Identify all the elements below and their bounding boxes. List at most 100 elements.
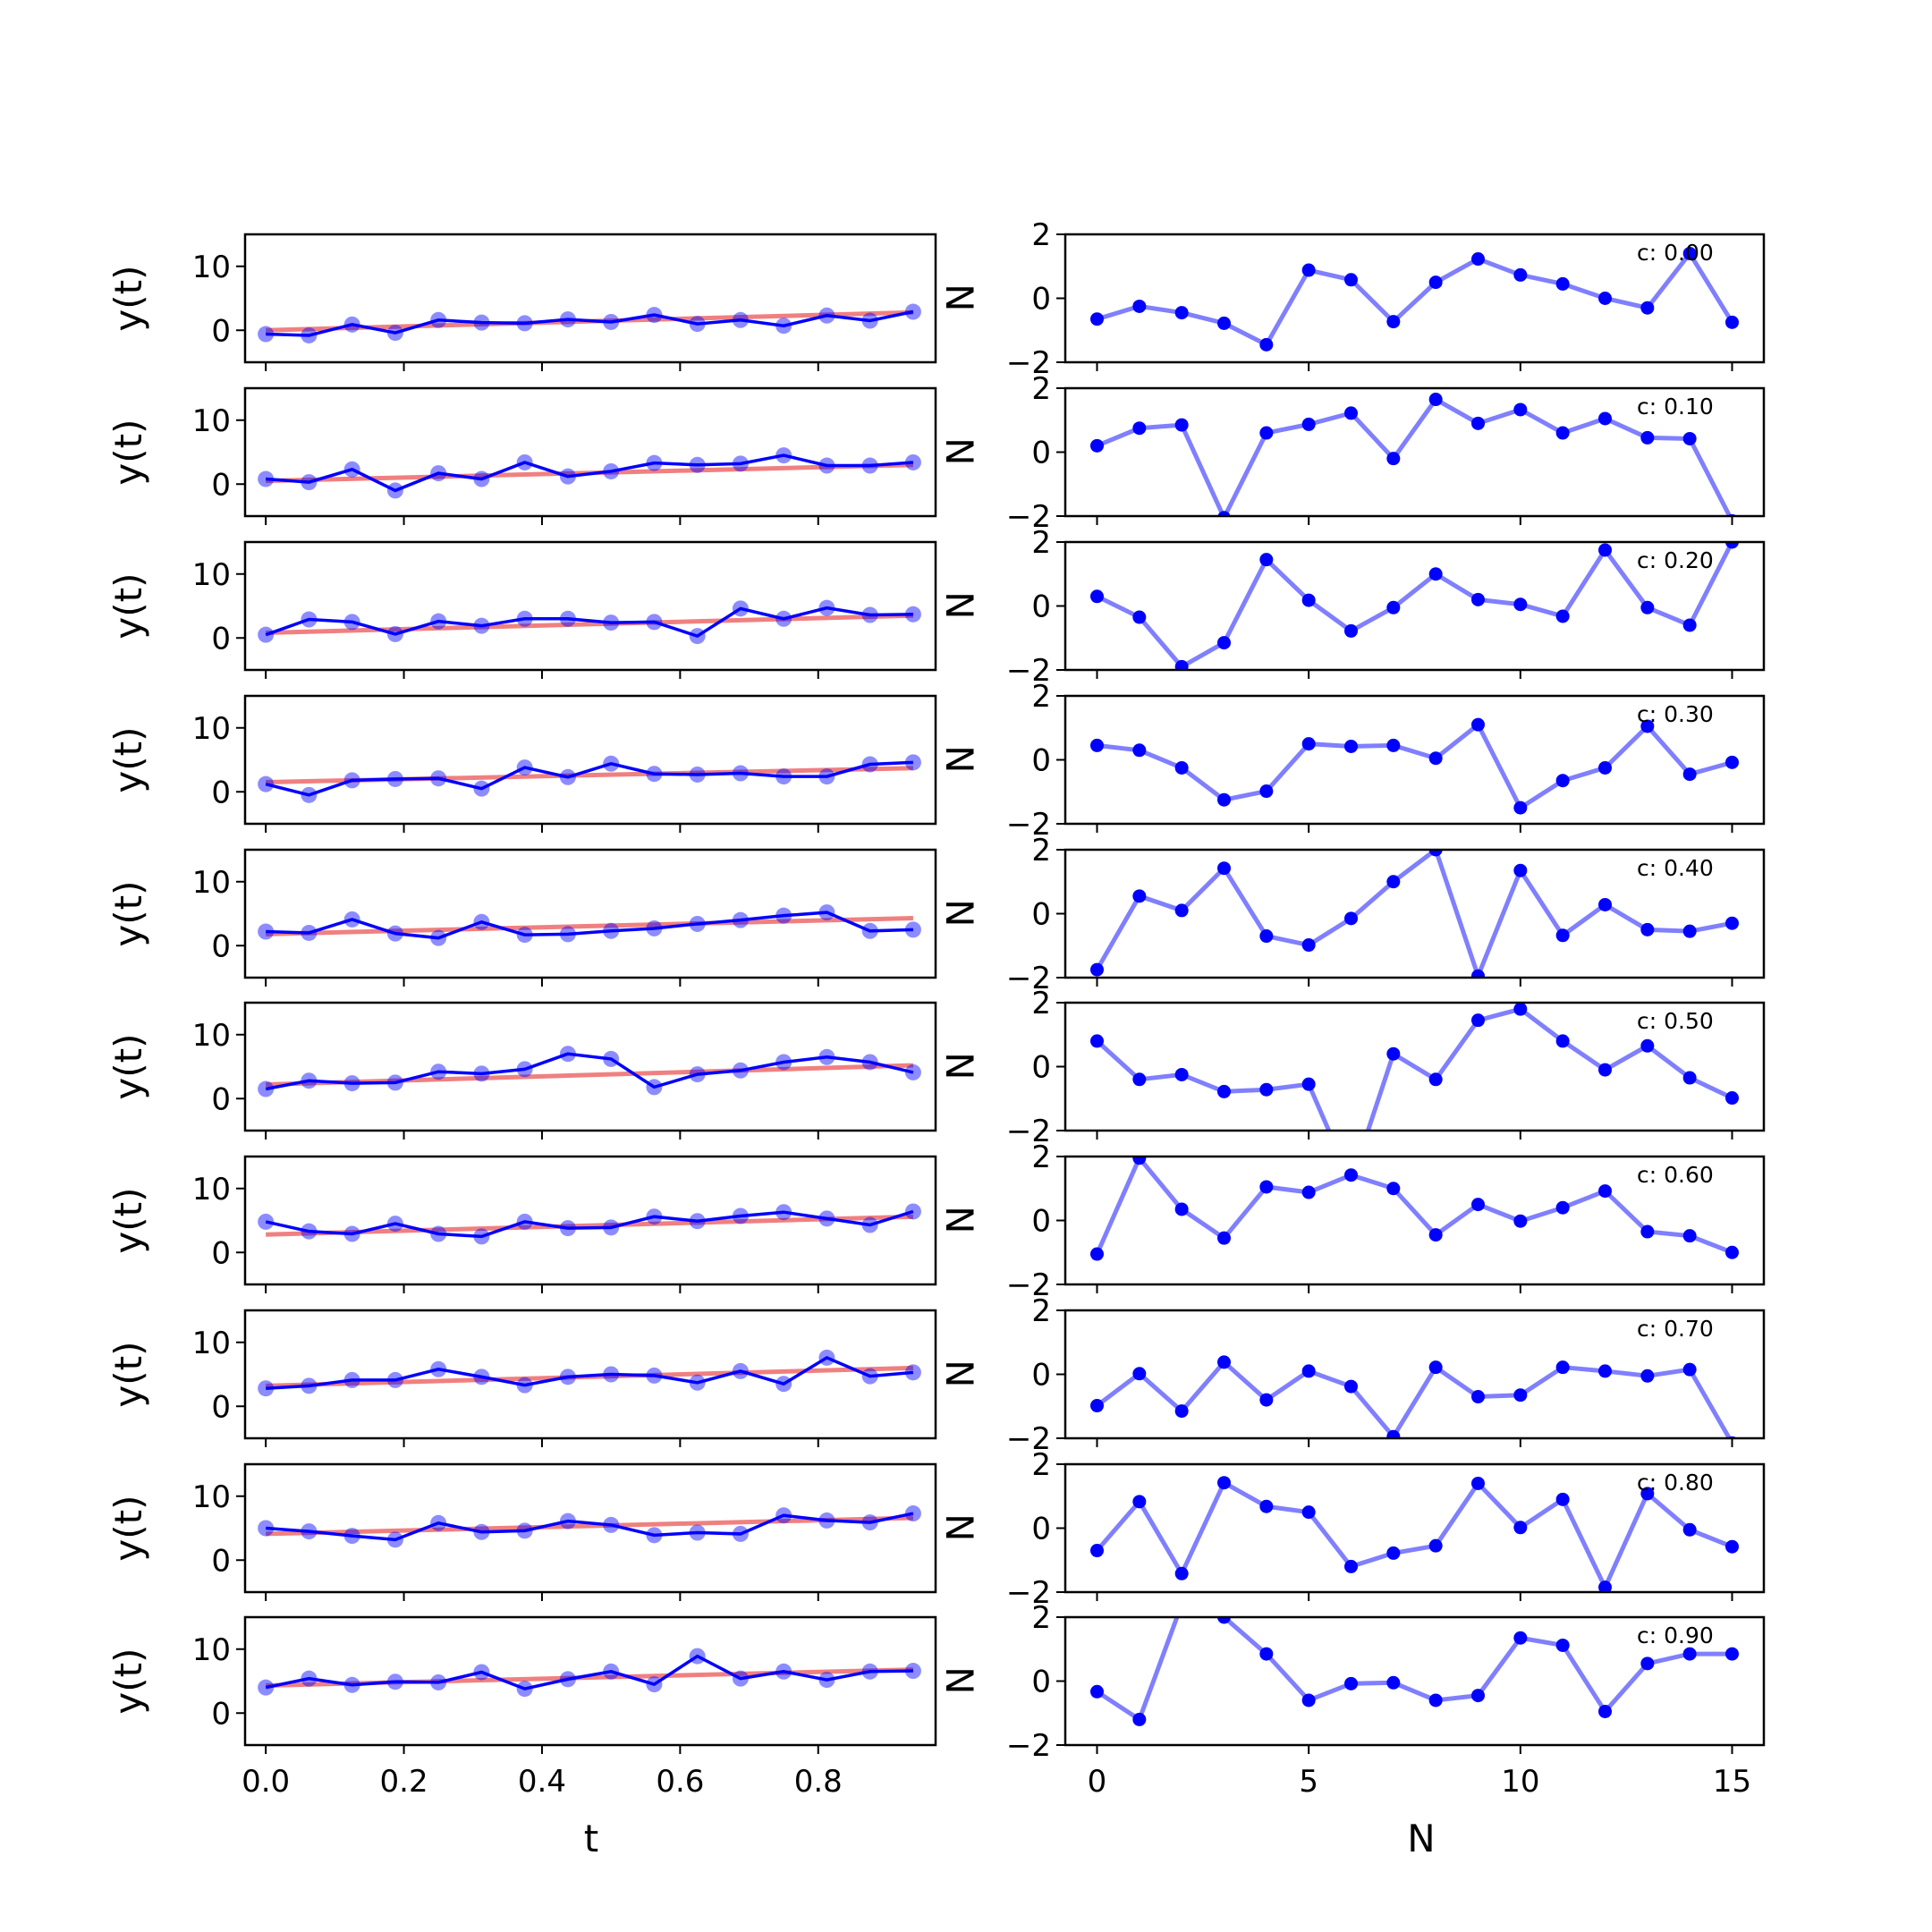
series-point xyxy=(1217,636,1231,650)
series-point xyxy=(1217,316,1231,330)
panel-label: c: 0.70 xyxy=(1637,1316,1714,1342)
observed-line xyxy=(266,911,913,940)
series-point xyxy=(1513,1521,1528,1535)
left-panel-8: 0 10 y(t) xyxy=(106,1462,937,1601)
series-point xyxy=(1386,1046,1401,1061)
series-point xyxy=(1682,1071,1697,1085)
right-panel-7: −2 0 2 c: 0.70 N xyxy=(939,1293,1766,1457)
y-tick-label: 2 xyxy=(1031,217,1051,253)
x-tick-label: 0.2 xyxy=(380,1764,428,1800)
y-tick-label: −2 xyxy=(1006,1728,1051,1764)
panel-label: c: 0.50 xyxy=(1637,1008,1714,1034)
series-point xyxy=(1344,1559,1358,1573)
y-tick-label: 2 xyxy=(1031,1293,1051,1329)
trend-line xyxy=(266,613,913,636)
observed-line xyxy=(265,1052,914,1091)
series-point xyxy=(1428,1693,1443,1707)
y-axis-title: y(t) xyxy=(106,1648,150,1714)
right-panel-frame xyxy=(1063,1615,1766,1747)
y-tick-label: 0 xyxy=(211,467,231,503)
series-point xyxy=(1640,1038,1655,1053)
x-tick-label: 0.8 xyxy=(794,1764,843,1800)
series-point xyxy=(1598,1580,1612,1592)
series-point xyxy=(1682,1647,1697,1661)
series-point xyxy=(1259,1647,1274,1661)
x-tick-label: 0.6 xyxy=(656,1764,704,1800)
series-point xyxy=(1682,1522,1697,1537)
trend-line xyxy=(266,1214,913,1237)
series-point xyxy=(1301,263,1316,277)
series-point xyxy=(1725,1091,1739,1106)
left-plot-area xyxy=(258,1648,921,1698)
series-point xyxy=(1132,1367,1147,1381)
series-point xyxy=(1555,426,1570,440)
y-axis-title: y(t) xyxy=(106,1033,150,1099)
y-tick-label: 0 xyxy=(211,775,231,810)
right-x-axis-title: N xyxy=(1407,1817,1435,1860)
right-plot-area xyxy=(1090,1355,1737,1438)
series-point xyxy=(1386,452,1401,466)
series-point xyxy=(1217,1476,1231,1490)
series-point xyxy=(1471,1476,1485,1490)
right-plot-area xyxy=(1090,393,1737,516)
series-line xyxy=(1096,396,1733,516)
series-point xyxy=(1301,737,1316,751)
series-point xyxy=(1682,1362,1697,1377)
y-tick-label: 2 xyxy=(1031,1140,1051,1175)
cutoff-axis-label: N xyxy=(939,745,983,773)
series-point xyxy=(1301,1505,1316,1520)
series-point xyxy=(1598,897,1612,911)
series-point xyxy=(1259,1180,1274,1194)
y-tick-label: 0 xyxy=(1031,1512,1051,1547)
y-tick-label: 0 xyxy=(1031,1204,1051,1240)
cutoff-axis-label: N xyxy=(939,1513,983,1541)
observed-line xyxy=(265,1209,914,1239)
series-line xyxy=(1095,1479,1733,1592)
series-point xyxy=(1174,659,1189,670)
series-point xyxy=(1471,1689,1485,1703)
cutoff-axis-label: N xyxy=(939,1666,983,1694)
left-plot-area xyxy=(258,904,921,946)
series-point xyxy=(1725,1539,1739,1554)
series-point xyxy=(1132,421,1147,436)
series-point xyxy=(1640,600,1655,614)
series-point xyxy=(1725,916,1739,930)
left-x-axis-title: t xyxy=(584,1817,598,1860)
y-tick-label: 0 xyxy=(1031,282,1051,318)
left-panel-1: 0 10 y(t) xyxy=(106,386,937,525)
right-panel-frame xyxy=(1063,1462,1766,1594)
y-axis-title: y(t) xyxy=(106,1495,150,1561)
panel-label: c: 0.00 xyxy=(1637,240,1714,266)
panel-label: c: 0.90 xyxy=(1637,1623,1714,1648)
y-tick-label: −2 xyxy=(1006,1267,1051,1303)
cutoff-axis-label: N xyxy=(939,899,983,927)
trend-line xyxy=(266,1063,913,1088)
series-line xyxy=(1095,1157,1733,1256)
series-point xyxy=(1132,1072,1147,1087)
observed-line xyxy=(265,1654,913,1690)
x-tick-label: 10 xyxy=(1501,1764,1539,1800)
y-tick-label: 10 xyxy=(192,1326,231,1361)
observed-line xyxy=(266,1512,914,1542)
series-point xyxy=(1301,417,1316,431)
y-tick-label: 0 xyxy=(1031,589,1051,625)
y-tick-label: 0 xyxy=(1031,1665,1051,1700)
right-plot-area xyxy=(1090,542,1739,670)
series-point xyxy=(1555,1034,1570,1048)
cutoff-axis-label: N xyxy=(939,591,983,619)
series-point xyxy=(1471,252,1485,267)
y-tick-label: 10 xyxy=(192,403,231,439)
series-point xyxy=(1555,1200,1570,1215)
y-tick-label: −2 xyxy=(1006,499,1051,535)
y-tick-label: 10 xyxy=(192,1018,231,1054)
y-tick-label: 10 xyxy=(192,1172,231,1208)
left-panel-frame xyxy=(243,1309,937,1440)
right-panel-4: −2 0 2 c: 0.40 N xyxy=(939,833,1766,996)
series-point xyxy=(1090,438,1104,453)
series-point xyxy=(1428,1228,1443,1242)
left-plot-area xyxy=(258,1203,921,1245)
series-point xyxy=(1344,911,1358,926)
series-point xyxy=(1682,924,1697,938)
y-tick-label: −2 xyxy=(1006,1575,1051,1611)
y-tick-label: 0 xyxy=(1031,1050,1051,1086)
